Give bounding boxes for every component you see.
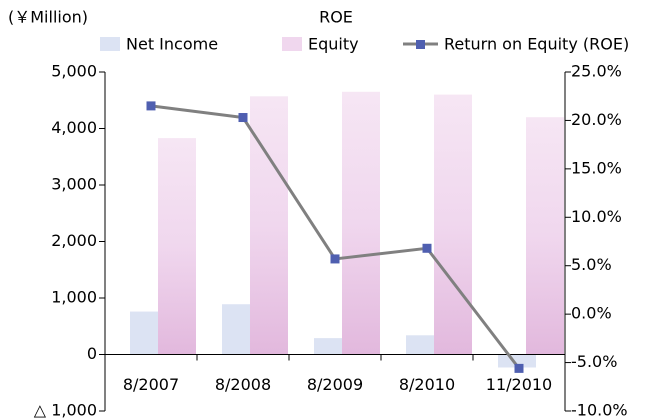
y-tick-label: 0: [87, 344, 97, 363]
y-tick-label: △ 1,000: [34, 401, 97, 418]
y2-tick-label: 15.0%: [571, 158, 622, 177]
legend-marker: [416, 40, 425, 49]
legend-label: Net Income: [126, 35, 218, 54]
roe-marker: [514, 363, 524, 373]
x-tick-label: 8/2009: [307, 375, 363, 394]
chart-title: ROE: [319, 8, 353, 27]
y2-tick-label: 0.0%: [571, 304, 612, 323]
roe-marker: [330, 254, 340, 264]
legend-label: Return on Equity (ROE): [444, 35, 629, 54]
x-tick-label: 8/2008: [215, 375, 271, 394]
legend-swatch: [282, 37, 302, 51]
roe-marker: [238, 113, 248, 123]
y-tick-label: 2,000: [51, 231, 97, 250]
y2-tick-label: -5.0%: [571, 352, 617, 371]
legend-label: Equity: [308, 35, 359, 54]
y2-tick-label: 20.0%: [571, 110, 622, 129]
y-tick-label: 5,000: [51, 62, 97, 81]
equity-bar: [526, 117, 564, 355]
roe-marker: [146, 101, 156, 111]
roe-marker: [422, 243, 432, 253]
y-tick-label: 4,000: [51, 118, 97, 137]
y-axis-unit: (￥Million): [8, 8, 88, 27]
y-tick-label: 3,000: [51, 175, 97, 194]
equity-bar: [434, 94, 472, 355]
x-tick-label: 8/2010: [399, 375, 455, 394]
y2-tick-label: 10.0%: [571, 207, 622, 226]
legend-swatch: [100, 37, 120, 51]
equity-bar: [342, 91, 380, 355]
x-tick-label: 8/2007: [123, 375, 179, 394]
y2-tick-label: 25.0%: [571, 62, 622, 81]
equity-bar: [158, 138, 196, 355]
y-tick-label: 1,000: [51, 288, 97, 307]
y2-tick-label: 5.0%: [571, 255, 612, 274]
net-income-bar: [498, 354, 536, 368]
x-tick-label: 11/2010: [486, 375, 552, 394]
y2-tick-label: -10.0%: [571, 401, 628, 418]
